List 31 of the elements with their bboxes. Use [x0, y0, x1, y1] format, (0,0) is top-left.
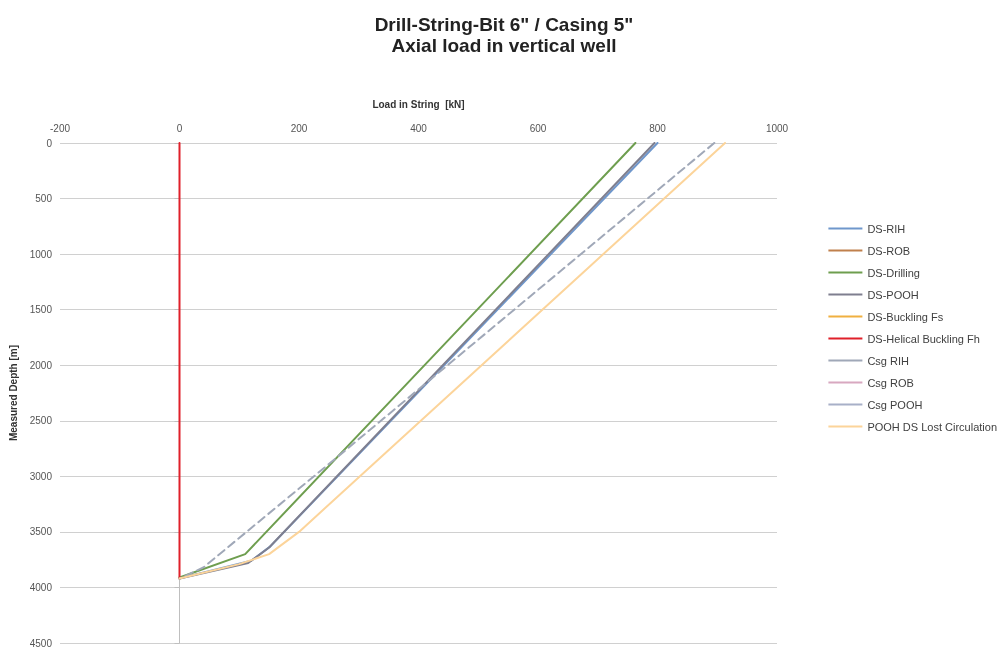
x-tick-label: 600 — [529, 122, 547, 134]
x-tick-label: -200 — [49, 122, 71, 134]
legend-label: DS-Drilling — [867, 266, 920, 279]
x-axis-title: Load in String [kN] — [372, 98, 465, 110]
y-axis-title: Measured Depth [m] — [7, 344, 19, 442]
chart-title: Drill-String-Bit 6" / Casing 5" — [374, 14, 634, 35]
y-tick-label: 4500 — [29, 637, 53, 649]
legend-label: Csg RIH — [867, 354, 910, 367]
chart-subtitle: Axial load in vertical well — [391, 35, 617, 56]
legend-label: DS-Helical Buckling Fh — [867, 332, 980, 345]
y-tick-label: 4000 — [29, 581, 53, 593]
x-tick-label: 200 — [290, 122, 308, 134]
x-tick-label: 800 — [649, 122, 667, 134]
legend-label: DS-Buckling Fs — [867, 310, 944, 323]
x-tick-label: 400 — [410, 122, 428, 134]
y-tick-label: 1500 — [29, 304, 53, 316]
y-tick-label: 2500 — [29, 415, 53, 427]
legend-label: POOH DS Lost Circulation — [867, 420, 998, 433]
legend-label: Csg ROB — [867, 376, 914, 389]
x-tick-label: 0 — [176, 122, 183, 134]
y-tick-label: 500 — [35, 193, 53, 205]
legend-label: DS-ROB — [867, 244, 911, 257]
y-tick-label: 2000 — [29, 359, 53, 371]
y-tick-label: 3500 — [29, 526, 53, 538]
y-tick-label: 1000 — [29, 248, 53, 260]
y-tick-label: 0 — [46, 137, 53, 149]
legend-label: Csg POOH — [867, 398, 923, 411]
x-tick-label: 1000 — [765, 122, 789, 134]
legend-label: DS-RIH — [867, 222, 906, 235]
legend-label: DS-POOH — [867, 288, 919, 301]
y-tick-label: 3000 — [29, 470, 53, 482]
